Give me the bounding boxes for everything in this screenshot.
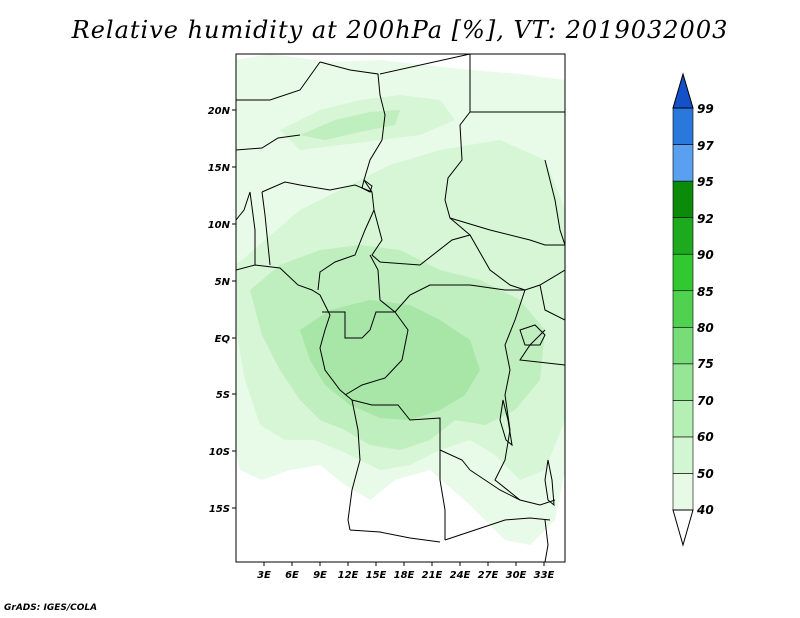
latitude-labels: 20N 15N 10N 5N EQ 5S 10S 15S: [208, 106, 231, 515]
coastline-angola: [347, 399, 361, 531]
border-ethiopia: [544, 159, 565, 246]
map-title: Relative humidity at 200hPa [%], VT: 201…: [71, 16, 729, 44]
colorbar-label: 97: [697, 139, 714, 153]
border-niger-chad: [319, 61, 386, 211]
grads-credit: GrADS: IGES/COLA: [4, 603, 98, 613]
border-drc-east: [494, 289, 526, 501]
lon-label: 21E: [422, 570, 443, 581]
colorbar-label: 99: [697, 102, 714, 116]
lat-label: 10S: [209, 447, 230, 458]
border-congo-drc: [344, 311, 409, 396]
axis-ticks: [232, 109, 545, 566]
border-mali-niger: [236, 134, 301, 151]
lon-label: 9E: [313, 570, 327, 581]
lon-label: 3E: [257, 570, 271, 581]
border-uganda-kenya: [539, 284, 565, 321]
colorbar-swatch: [672, 144, 694, 182]
lat-label: 15N: [208, 163, 231, 174]
border-togo: [249, 191, 256, 265]
colorbar-label: 60: [697, 430, 714, 444]
lat-label: 5S: [216, 390, 230, 401]
colorbar-swatch: [672, 473, 694, 511]
lon-label: 18E: [394, 570, 415, 581]
lat-label: EQ: [215, 334, 231, 345]
humidity-patch-north2: [300, 110, 400, 140]
colorbar-swatch: [672, 436, 694, 474]
colorbar-label: 90: [697, 248, 714, 262]
border-car-north: [371, 209, 526, 291]
lon-label: 24E: [450, 570, 471, 581]
border-gabon: [322, 311, 395, 339]
border-car-congo: [394, 284, 525, 313]
colorbar: 40 50 60 70 75 80 85 90 92 95 97 99: [672, 72, 714, 547]
colorbar-label: 80: [697, 321, 714, 335]
colorbar-top-arrow: [672, 72, 694, 109]
lake-chad: [361, 179, 373, 193]
country-borders: [236, 54, 565, 562]
border-cameroon-car: [369, 254, 396, 313]
lon-label: 30E: [506, 570, 527, 581]
lon-label: 33E: [534, 570, 555, 581]
coastline-gulf-guinea: [236, 264, 353, 401]
border-nigeria-cameroon: [317, 209, 375, 291]
colorbar-label: 50: [697, 467, 714, 481]
colorbar-swatch: [672, 400, 694, 438]
border-niger-nigeria: [261, 181, 373, 193]
map-panel: [235, 53, 566, 563]
lake-malawi: [544, 459, 555, 507]
map-frame: [235, 53, 566, 563]
border-angola-zambia: [439, 450, 446, 540]
colorbar-label: 85: [697, 285, 714, 299]
border-libya-sudan: [379, 54, 471, 75]
colorbar-swatch: [672, 363, 694, 401]
lon-label: 27E: [478, 570, 499, 581]
lat-label: 15S: [209, 504, 230, 515]
border-ghana: [236, 191, 251, 221]
colorbar-swatch: [672, 253, 694, 292]
colorbar-swatch: [672, 217, 694, 255]
border-zambia-zimbabwe: [444, 517, 551, 541]
lake-victoria: [519, 324, 546, 346]
colorbar-swatch: [672, 107, 694, 145]
lat-label: 20N: [208, 106, 231, 117]
lat-label: 10N: [208, 220, 231, 231]
border-angola-namibia: [349, 529, 441, 543]
border-zambia-malawi: [469, 469, 556, 506]
lat-label: 5N: [215, 277, 231, 288]
humidity-shading: [236, 54, 565, 545]
colorbar-swatches: [672, 107, 694, 511]
border-algeria-niger: [236, 61, 321, 101]
lake-tanganyika: [499, 399, 513, 447]
border-drc-angola: [351, 399, 471, 471]
colorbar-swatch: [672, 290, 694, 328]
colorbar-label: 95: [697, 175, 714, 189]
lon-label: 15E: [366, 570, 387, 581]
colorbar-label: 92: [697, 212, 714, 226]
colorbar-label: 75: [697, 357, 714, 371]
border-mozambique: [544, 519, 549, 562]
border-sudan-south: [449, 217, 565, 246]
colorbar-swatch: [672, 326, 694, 365]
colorbar-label: 40: [696, 503, 714, 517]
lon-label: 6E: [285, 570, 299, 581]
longitude-labels: 3E 6E 9E 12E 15E 18E 21E 24E 27E 30E 33E: [257, 570, 554, 581]
colorbar-label: 70: [697, 394, 714, 408]
colorbar-bottom-arrow: [672, 509, 694, 547]
border-benin: [261, 191, 271, 266]
border-tanzania: [519, 329, 565, 366]
lon-label: 12E: [338, 570, 359, 581]
colorbar-swatch: [672, 180, 694, 218]
